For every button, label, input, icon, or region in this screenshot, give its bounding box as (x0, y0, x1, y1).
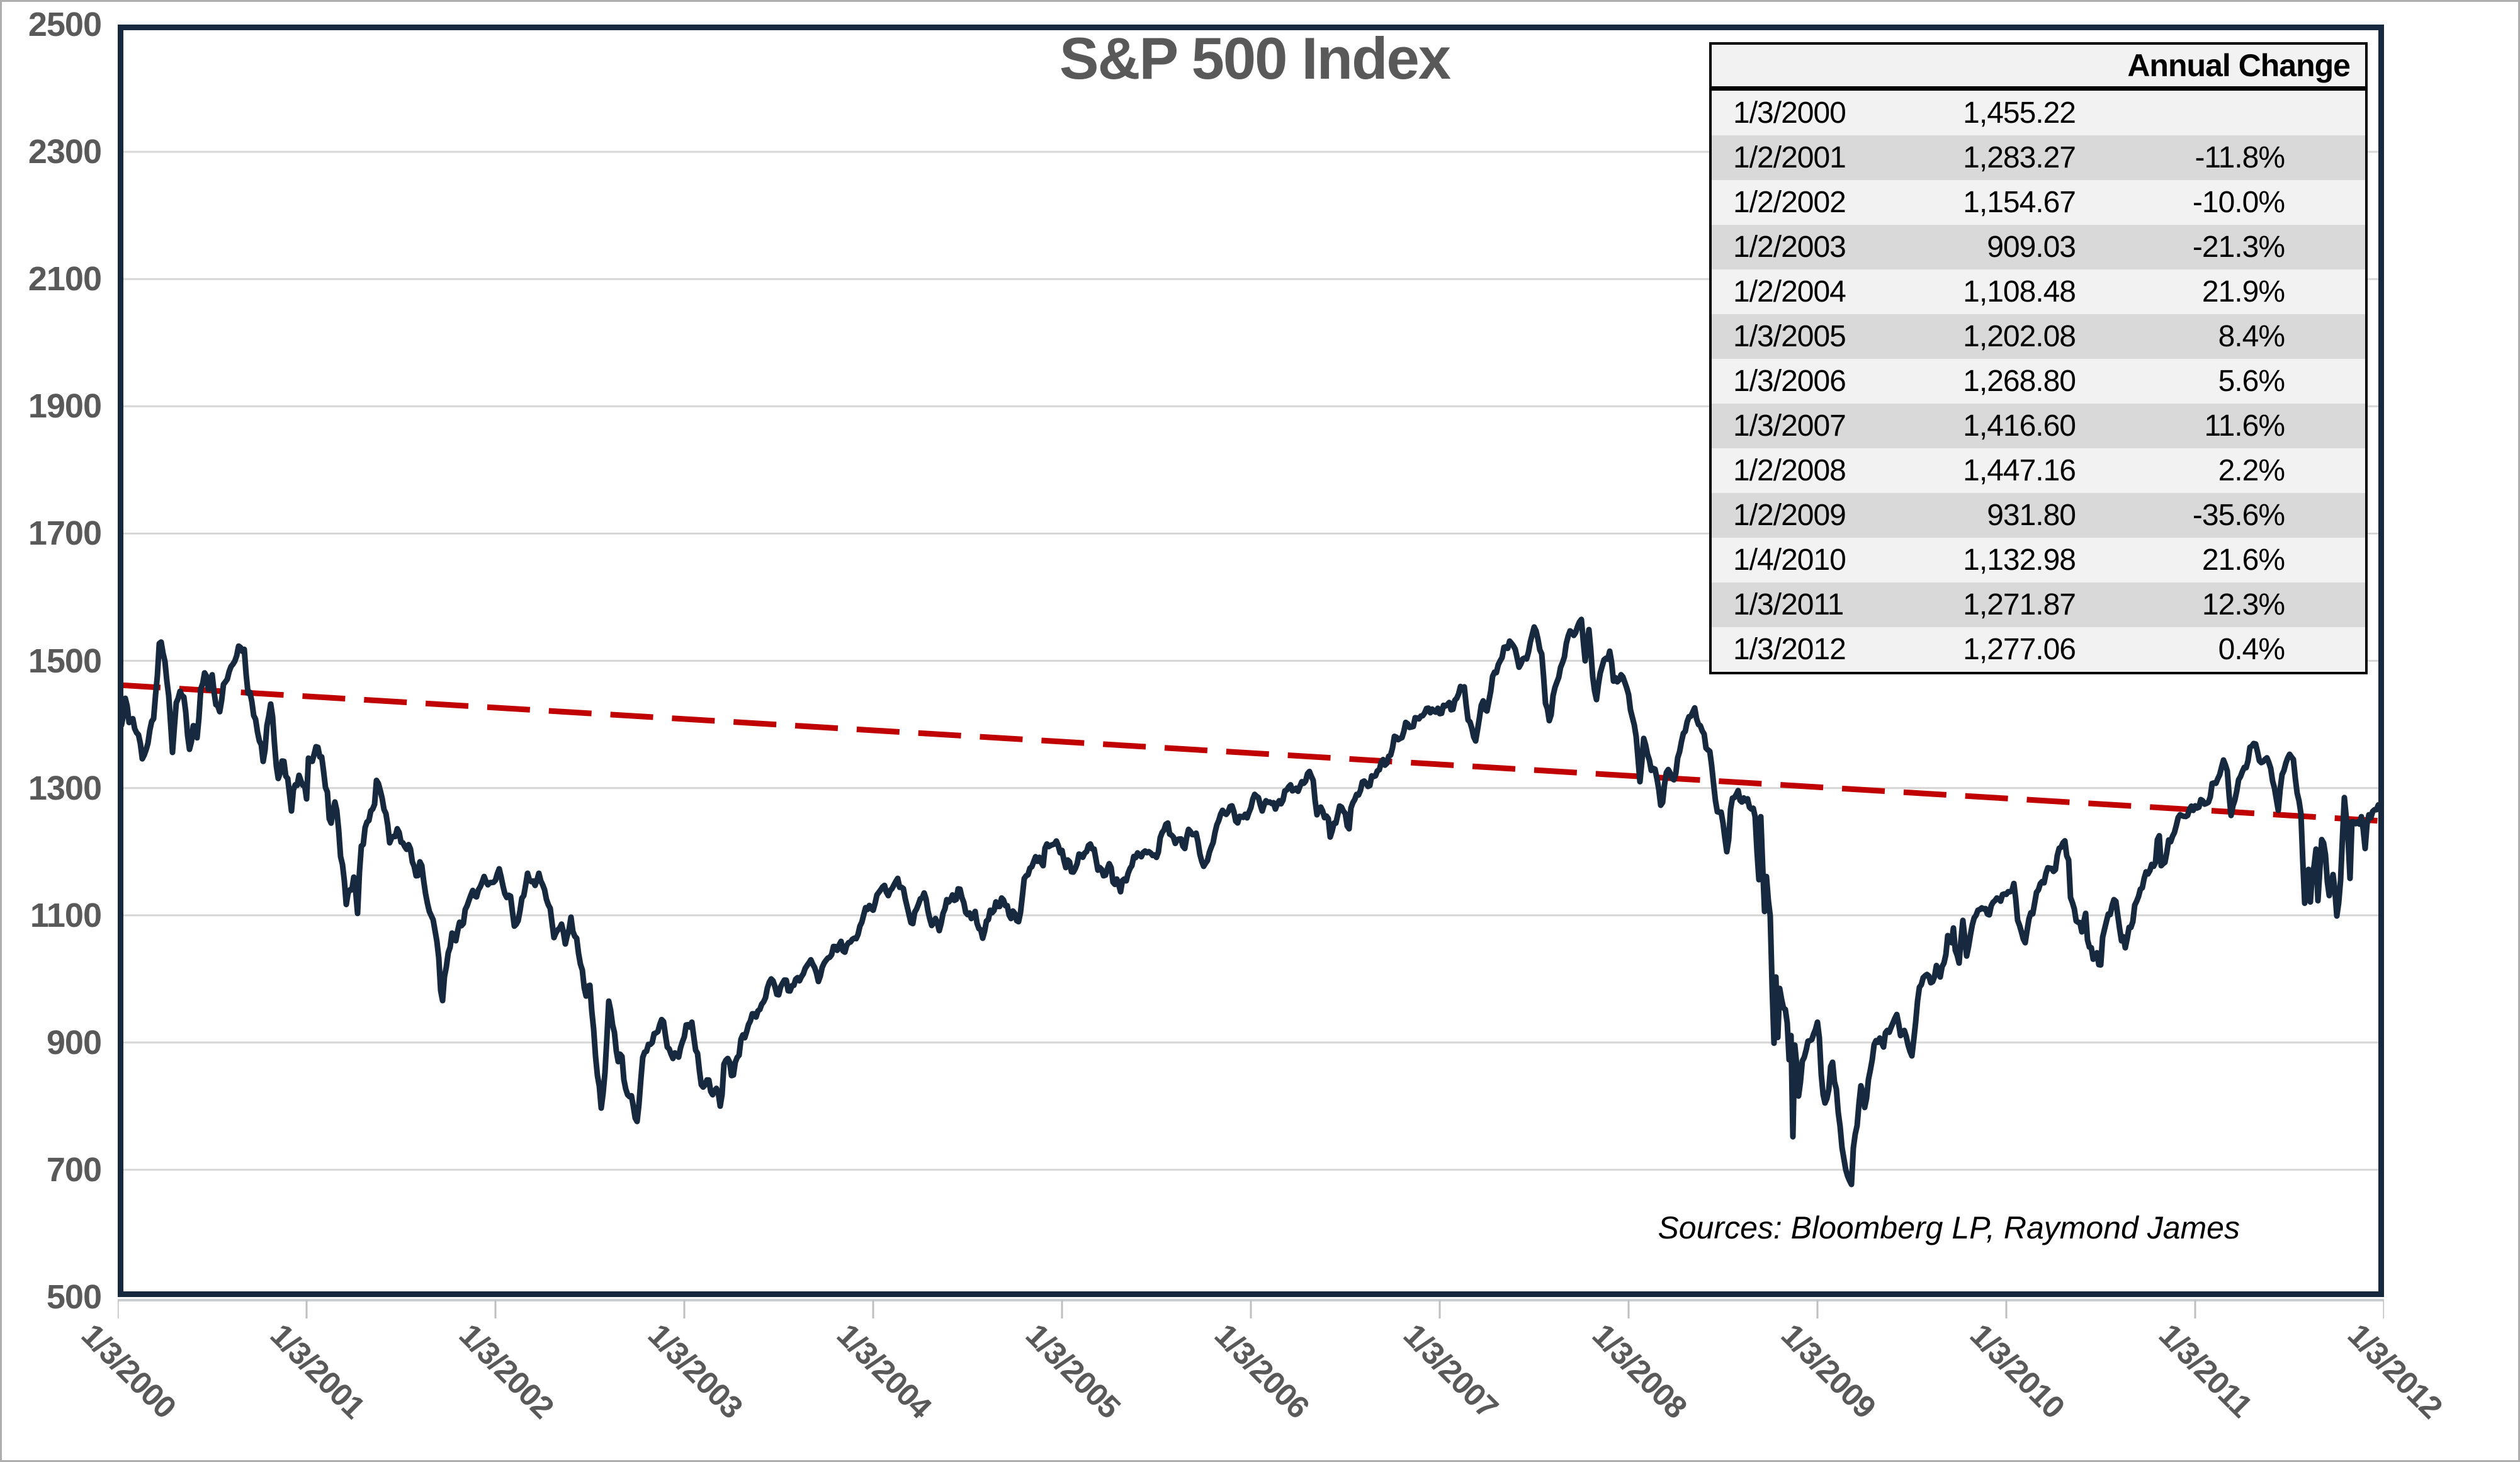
cell-date: 1/4/2010 (1733, 543, 1846, 577)
table-row: 1/2/2002 1,154.67 -10.0% (1712, 180, 2365, 225)
table-row: 1/3/2007 1,416.60 11.6% (1712, 404, 2365, 448)
y-axis-label: 1300 (28, 769, 102, 807)
cell-change: 11.6% (2204, 409, 2285, 443)
cell-value: 1,202.08 (1963, 320, 2076, 353)
table-row: 1/3/2000 1,455.22 (1712, 91, 2365, 135)
table-row: 1/3/2011 1,271.87 12.3% (1712, 582, 2365, 627)
cell-change: 21.9% (2201, 275, 2285, 309)
y-axis-label: 700 (46, 1151, 102, 1189)
cell-change: 2.2% (2218, 454, 2285, 487)
table-row: 1/2/2008 1,447.16 2.2% (1712, 448, 2365, 493)
cell-value: 1,447.16 (1963, 454, 2076, 487)
table-row: 1/2/2009 931.80 -35.6% (1712, 493, 2365, 538)
cell-value: 1,108.48 (1963, 275, 2076, 309)
cell-date: 1/2/2008 (1733, 454, 1846, 487)
cell-date: 1/3/2006 (1733, 365, 1846, 398)
cell-change: -11.8% (2195, 141, 2285, 174)
cell-change: 21.6% (2201, 543, 2285, 577)
y-axis-label: 1100 (30, 897, 102, 934)
cell-change: -21.3% (2192, 230, 2285, 264)
table-row: 1/4/2010 1,132.98 21.6% (1712, 538, 2365, 582)
cell-value: 1,271.87 (1963, 588, 2076, 621)
cell-date: 1/3/2005 (1733, 320, 1846, 353)
cell-date: 1/3/2007 (1733, 409, 1846, 443)
cell-change: 0.4% (2218, 633, 2285, 666)
trend-line (118, 682, 2384, 824)
y-axis-label: 2500 (28, 6, 102, 43)
table-row: 1/3/2006 1,268.80 5.6% (1712, 359, 2365, 404)
sources-note: Sources: Bloomberg LP, Raymond James (1658, 1210, 2240, 1245)
cell-value: 1,268.80 (1963, 365, 2076, 398)
cell-date: 1/2/2009 (1733, 499, 1846, 532)
cell-change: 12.3% (2201, 588, 2285, 621)
sp500-line (118, 616, 2384, 1187)
cell-change: -35.6% (2192, 499, 2285, 532)
cell-value: 1,277.06 (1963, 633, 2076, 666)
cell-value: 1,455.22 (1963, 96, 2076, 130)
table-header-annual-change: Annual Change (1712, 45, 2365, 91)
cell-value: 1,416.60 (1963, 409, 2076, 443)
cell-date: 1/3/2000 (1733, 96, 1846, 130)
x-axis-label: 1/3/2012 (2341, 1317, 2449, 1425)
cell-change: 5.6% (2218, 365, 2285, 398)
cell-date: 1/2/2004 (1733, 275, 1846, 309)
y-axis-label: 1700 (28, 514, 102, 552)
y-axis-label: 1500 (28, 642, 102, 680)
table-body: 1/3/2000 1,455.22 1/2/2001 1,283.27 -11.8% 1/… (1712, 91, 2365, 672)
annual-change-table: Annual Change 1/3/2000 1,455.22 1/2/2001 1,… (1709, 42, 2368, 674)
y-axis-label: 2300 (28, 133, 102, 171)
cell-value: 1,154.67 (1963, 186, 2076, 219)
cell-date: 1/2/2001 (1733, 141, 1846, 174)
cell-change (2076, 91, 2365, 135)
plot-frame (118, 25, 2384, 1297)
y-axis-label: 2100 (28, 260, 102, 298)
cell-value: 1,132.98 (1963, 543, 2076, 577)
table-row: 1/3/2005 1,202.08 8.4% (1712, 314, 2365, 359)
table-row: 1/2/2003 909.03 -21.3% (1712, 225, 2365, 269)
plot-area (118, 25, 2384, 1318)
cell-date: 1/3/2012 (1733, 633, 1846, 666)
cell-date: 1/3/2011 (1733, 588, 1844, 621)
chart-title: S&P 500 Index (1059, 25, 1451, 91)
table-row: 1/2/2001 1,283.27 -11.8% (1712, 135, 2365, 180)
cell-change: 8.4% (2218, 320, 2285, 353)
cell-date: 1/2/2002 (1733, 186, 1846, 219)
cell-change: -10.0% (2192, 186, 2285, 219)
cell-value: 931.80 (1987, 499, 2076, 532)
cell-date: 1/2/2003 (1733, 230, 1846, 264)
cell-value: 909.03 (1987, 230, 2076, 264)
cell-value: 1,283.27 (1963, 141, 2076, 174)
y-axis-label: 500 (46, 1278, 102, 1316)
table-row: 1/2/2004 1,108.48 21.9% (1712, 269, 2365, 314)
table-row: 1/3/2012 1,277.06 0.4% (1712, 627, 2365, 672)
y-axis-label: 1900 (28, 387, 102, 425)
y-axis-label: 900 (46, 1024, 102, 1062)
